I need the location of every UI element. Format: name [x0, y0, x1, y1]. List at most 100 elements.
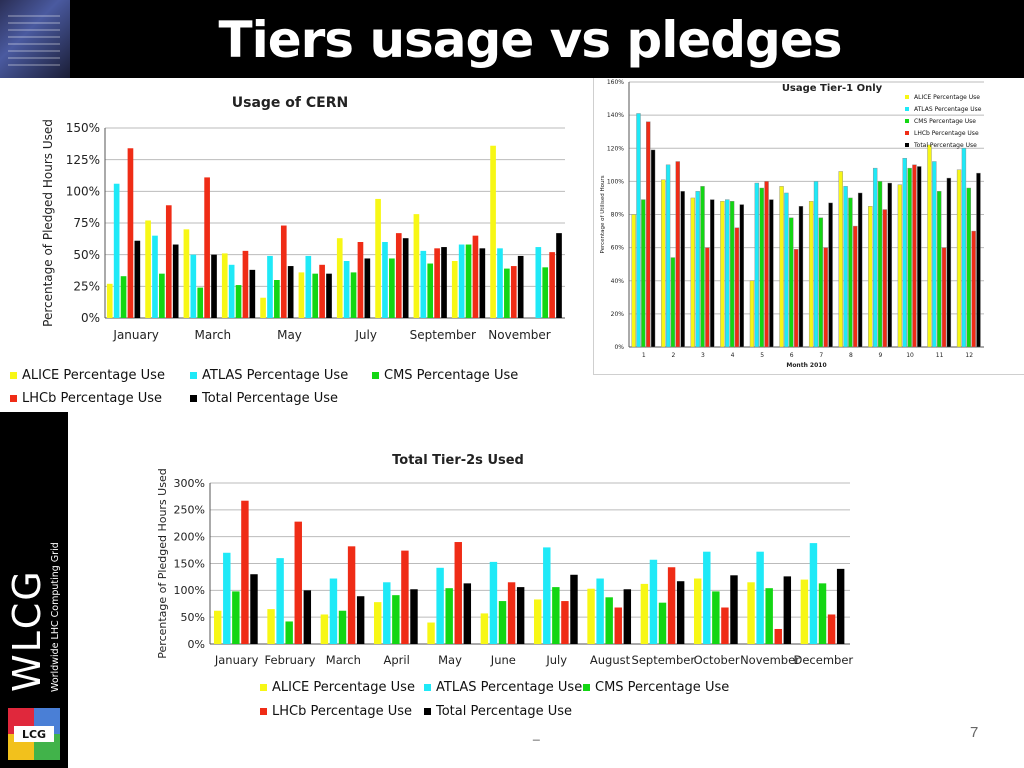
bar-lhcb	[294, 521, 302, 644]
bar-cms	[936, 191, 942, 348]
bar-cms	[605, 597, 613, 644]
bar-alice	[897, 184, 903, 348]
legend-label-atlas: ATLAS Percentage Use	[436, 680, 582, 695]
bar-atlas	[228, 264, 235, 318]
chart-title: Total Tier-2s Used	[392, 453, 524, 468]
bar-atlas	[649, 559, 658, 644]
legend-swatch-lhcb	[905, 131, 909, 135]
bar-cms	[907, 167, 912, 348]
bar-atlas	[382, 242, 388, 318]
legend-swatch-atlas	[424, 684, 431, 691]
bar-lhcb	[823, 247, 828, 348]
legend-swatch-cms	[583, 684, 590, 691]
y-tick-label: 100%	[174, 584, 205, 597]
bar-total	[364, 258, 371, 318]
x-tick-label: 9	[879, 352, 883, 359]
bar-lhcb	[357, 242, 364, 318]
bar-cms	[465, 244, 472, 318]
bar-lhcb	[395, 233, 402, 318]
x-tick-label: 5	[760, 352, 764, 359]
bar-total	[410, 589, 418, 644]
bar-total	[134, 240, 141, 318]
y-tick-label: 300%	[174, 477, 205, 490]
legend-swatch-cms	[905, 119, 909, 123]
wlcg-logo: WLCG Worldwide LHC Computing Grid	[5, 542, 61, 692]
bar-atlas	[665, 164, 671, 348]
bar-total	[556, 233, 562, 318]
bar-atlas	[809, 543, 818, 644]
y-tick-label: 200%	[174, 531, 205, 544]
bar-cms	[759, 187, 764, 348]
bar-lhcb	[667, 567, 676, 644]
bar-atlas	[784, 192, 789, 348]
wlcg-logo-text: WLCG	[5, 569, 49, 692]
bar-atlas	[902, 157, 907, 348]
lcg-logo: LCG	[8, 708, 60, 760]
x-tick-label: 12	[965, 352, 973, 359]
x-tick-label: November	[488, 328, 550, 342]
x-tick-label: May	[277, 328, 302, 342]
y-axis-label: Percentage of Utilised Hours	[600, 175, 606, 253]
x-tick-label: 7	[819, 352, 823, 359]
bar-total	[326, 273, 332, 318]
bar-alice	[375, 198, 381, 318]
bar-alice	[694, 578, 702, 644]
bar-total	[356, 596, 365, 644]
bar-total	[857, 192, 863, 348]
bar-atlas	[725, 199, 730, 348]
bar-lhcb	[774, 628, 782, 644]
legend-swatch-total	[424, 708, 431, 715]
bar-atlas	[695, 191, 700, 348]
bar-atlas	[596, 578, 604, 644]
bar-total	[769, 199, 774, 348]
bar-total	[441, 247, 447, 318]
y-tick-label: 50%	[73, 248, 100, 262]
bar-lhcb	[912, 164, 917, 348]
bar-atlas	[756, 551, 764, 644]
bar-cms	[712, 591, 720, 644]
bar-atlas	[329, 578, 338, 644]
y-axis-label: Percentage of Pledged Hours Used	[41, 119, 55, 327]
bar-total	[730, 575, 738, 644]
y-tick-label: 0%	[81, 311, 100, 325]
bar-cms	[552, 587, 560, 644]
x-tick-label: January	[214, 653, 259, 667]
bar-lhcb	[165, 205, 172, 318]
y-tick-label: 160%	[607, 79, 624, 86]
legend-swatch-alice	[10, 372, 17, 379]
y-tick-label: 125%	[66, 153, 100, 167]
bar-lhcb	[853, 225, 858, 348]
legend-label-total: Total Percentage Use	[201, 391, 338, 406]
cern-usage-chart: Usage of CERN 0% 25% 50% 75% 100% 125% 150% Perc…	[10, 95, 565, 406]
bar-total	[917, 166, 922, 348]
bar-cms	[427, 263, 434, 318]
bar-lhcb	[280, 225, 287, 318]
x-tick-label: May	[438, 653, 462, 667]
bar-lhcb	[549, 252, 555, 318]
bar-lhcb	[764, 181, 769, 348]
bar-alice	[631, 214, 636, 348]
bar-cms	[877, 181, 883, 348]
y-tick-label: 150%	[174, 557, 205, 570]
x-tick-label: June	[490, 653, 516, 667]
y-tick-label: 80%	[611, 212, 625, 219]
bar-atlas	[535, 247, 542, 318]
bar-atlas	[190, 254, 197, 318]
bar-total	[739, 204, 744, 348]
bar-atlas	[497, 248, 503, 318]
bar-atlas	[113, 183, 120, 318]
bar-atlas	[636, 113, 641, 348]
bar-lhcb	[675, 161, 680, 348]
legend-swatch-total	[905, 143, 909, 147]
bar-total	[836, 568, 845, 644]
bar-cms	[729, 201, 735, 348]
bar-atlas	[543, 547, 551, 644]
bar-cms	[235, 285, 242, 318]
bar-cms	[232, 591, 240, 644]
bar-lhcb	[454, 542, 462, 644]
y-tick-label: 0%	[614, 344, 624, 351]
x-tick-label: 3	[701, 352, 705, 359]
bar-cms	[658, 602, 667, 644]
legend-label-total: Total Percentage Use	[435, 704, 572, 719]
x-tick-label: November	[740, 653, 800, 667]
